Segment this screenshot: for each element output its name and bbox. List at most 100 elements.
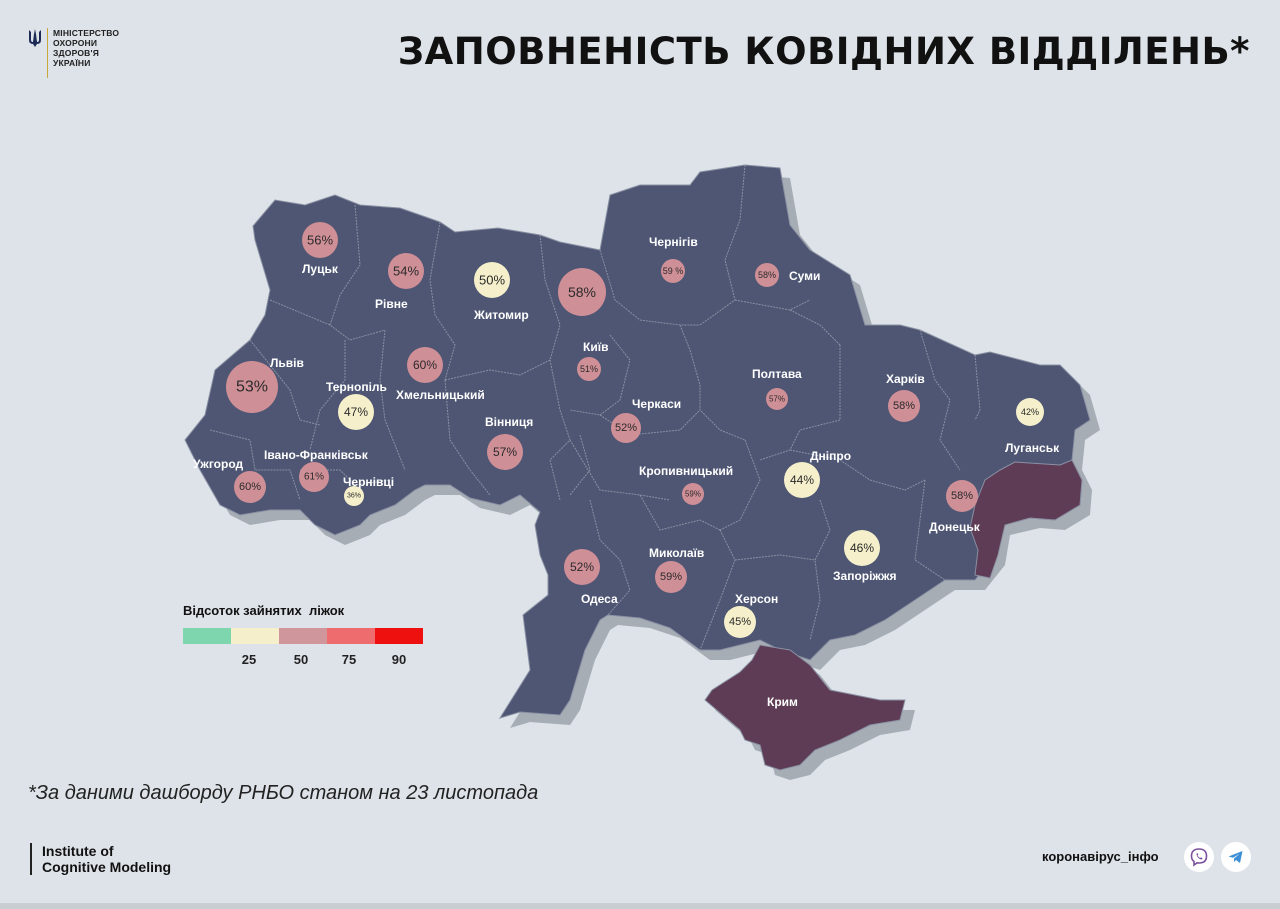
- occupancy-circle: [1016, 398, 1044, 426]
- occupied-donbas: [969, 459, 1083, 579]
- legend-tick-25: 25: [241, 652, 257, 667]
- legend-tick-90: 90: [391, 652, 407, 667]
- region-label: Рівне: [375, 297, 408, 311]
- legend-swatch-3: [279, 628, 327, 644]
- occupancy-value: 59 %: [663, 266, 684, 276]
- occupancy-value: 59%: [685, 490, 701, 499]
- occupancy-circle: [302, 222, 338, 258]
- region-label: Харків: [886, 372, 925, 386]
- legend-swatch-4: [327, 628, 375, 644]
- occupancy-value: 52%: [570, 560, 594, 574]
- region-label: Київ: [583, 340, 608, 354]
- mainland: [184, 164, 1091, 719]
- occupancy-circle: [564, 549, 600, 585]
- occupancy-circle: [226, 361, 278, 413]
- region-label: Запоріжжя: [833, 569, 896, 583]
- occupancy-circle: [844, 530, 880, 566]
- occupancy-value: 47%: [344, 405, 368, 419]
- occupancy-circle: [682, 483, 704, 505]
- occupancy-circle: [558, 268, 606, 316]
- site-name: коронавірус_інфо: [1042, 849, 1159, 864]
- occupancy-value: 36%: [347, 493, 361, 500]
- region-label: Ужгород: [193, 457, 243, 471]
- occupancy-circle: [661, 259, 685, 283]
- legend: Відсоток зайнятих ліжок 25 50 75 90: [183, 603, 423, 672]
- region-label: Крим: [767, 695, 798, 709]
- occupancy-value: 58%: [758, 270, 776, 280]
- occupancy-value: 56%: [307, 233, 333, 248]
- occupancy-value: 52%: [615, 422, 637, 434]
- occupancy-circle: [655, 561, 687, 593]
- occupancy-value: 54%: [393, 264, 419, 279]
- occupancy-value: 53%: [236, 379, 268, 396]
- occupancy-circle: [388, 253, 424, 289]
- ministry-divider: [47, 28, 48, 78]
- region-label: Львів: [270, 356, 304, 370]
- region-label: Донецьк: [929, 520, 981, 534]
- region-label: Луганськ: [1005, 441, 1060, 455]
- occupancy-circle: [888, 390, 920, 422]
- region-label: Житомир: [473, 308, 529, 322]
- legend-tick-50: 50: [293, 652, 309, 667]
- occupancy-circle: [344, 486, 364, 506]
- crimea: [704, 644, 906, 771]
- region-label: Одеса: [581, 592, 618, 606]
- occupancy-circle: [946, 480, 978, 512]
- legend-swatch-1: [183, 628, 231, 644]
- legend-tick-75: 75: [341, 652, 357, 667]
- occupancy-value: 42%: [1021, 407, 1039, 417]
- occupancy-value: 60%: [239, 481, 261, 493]
- ministry-name: МІНІСТЕРСТВО ОХОРОНИ ЗДОРОВ'Я УКРАЇНИ: [53, 28, 133, 68]
- source-note: *За даними дашборду РНБО станом на 23 ли…: [28, 782, 539, 804]
- region-label: Хмельницький: [396, 388, 485, 402]
- legend-ticks: 25 50 75 90: [183, 652, 423, 672]
- region-label: Дніпро: [810, 449, 851, 463]
- region-label: Миколаїв: [649, 546, 704, 560]
- viber-icon[interactable]: [1184, 842, 1214, 872]
- occupancy-value: 44%: [790, 473, 814, 487]
- institute-divider: [30, 843, 32, 875]
- occupancy-circle: [755, 263, 779, 287]
- occupancy-circle: [234, 471, 266, 503]
- occupancy-value: 58%: [568, 284, 596, 300]
- occupancy-value: 46%: [850, 541, 874, 555]
- region-label: Тернопіль: [326, 380, 387, 394]
- occupancy-value: 61%: [304, 472, 324, 483]
- occupancy-circle: [474, 262, 510, 298]
- ministry-logo: МІНІСТЕРСТВО ОХОРОНИ ЗДОРОВ'Я УКРАЇНИ: [28, 28, 133, 78]
- occupancy-value: 45%: [729, 616, 751, 628]
- telegram-icon[interactable]: [1221, 842, 1251, 872]
- legend-color-bar: [183, 628, 423, 644]
- institute-name: Institute of Cognitive Modeling: [42, 843, 171, 875]
- occupancy-circle: [338, 394, 374, 430]
- region-label: Полтава: [752, 367, 802, 381]
- region-label: Вінниця: [485, 415, 533, 429]
- institute-line-2: Cognitive Modeling: [42, 859, 172, 875]
- ministry-line-3: ЗДОРОВ'Я: [53, 48, 100, 58]
- bottom-strip: [0, 903, 1280, 909]
- legend-swatch-2: [231, 628, 279, 644]
- institute-line-1: Institute of: [42, 843, 114, 859]
- occupancy-circle: [611, 413, 641, 443]
- occupancy-circle: [487, 434, 523, 470]
- occupancy-value: 58%: [893, 400, 915, 412]
- region-label: Чернігів: [649, 235, 698, 249]
- occupancy-circle: [299, 462, 329, 492]
- occupancy-circle: [407, 347, 443, 383]
- ministry-line-1: МІНІСТЕРСТВО: [53, 28, 120, 38]
- region-label: Чернівці: [343, 475, 394, 489]
- occupancy-value: 57%: [493, 445, 517, 459]
- region-label: Суми: [789, 269, 820, 283]
- region-label: Кропивницький: [639, 464, 733, 478]
- occupancy-value: 58%: [951, 490, 973, 502]
- page-title: ЗАПОВНЕНІСТЬ КОВІДНИХ ВІДДІЛЕНЬ*: [397, 30, 1250, 73]
- legend-swatch-5: [375, 628, 423, 644]
- ministry-line-2: ОХОРОНИ: [53, 38, 98, 48]
- occupancy-value: 51%: [580, 364, 598, 374]
- occupancy-value: 60%: [413, 358, 437, 372]
- occupancy-circle: [577, 357, 601, 381]
- institute-logo: Institute of Cognitive Modeling: [30, 843, 171, 875]
- region-label: Луцьк: [302, 262, 339, 276]
